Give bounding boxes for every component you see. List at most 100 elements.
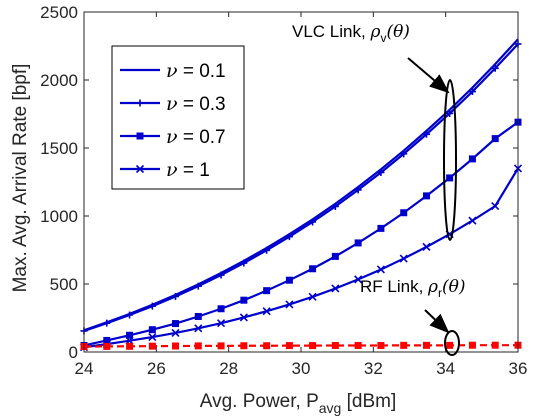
data-point (148, 332, 157, 342)
data-point (172, 320, 180, 328)
data-point (217, 319, 226, 328)
series-layer (79, 38, 523, 352)
annotation-vlc: VLC Link, ρv(θ) (292, 22, 457, 241)
data-point (331, 252, 339, 260)
y-tick-label: 0 (69, 343, 78, 362)
rf-arrow (424, 309, 450, 334)
annotation-rf: RF Link, ρr(θ) (360, 277, 466, 356)
data-point (172, 293, 180, 301)
legend-label: ν = 1 (166, 159, 210, 181)
data-point (263, 342, 271, 350)
data-point (262, 307, 271, 316)
x-axis-label: Avg. Power, Pavg [dBm] (200, 391, 396, 416)
data-point (377, 224, 385, 232)
vlc-arrow (407, 57, 450, 94)
data-point (331, 202, 339, 210)
legend-entry: ν = 0.1 (120, 60, 226, 82)
data-point (126, 342, 134, 350)
legend-label: ν = 0.3 (166, 93, 226, 115)
data-point (377, 341, 385, 349)
data-point (240, 259, 248, 267)
data-point (468, 88, 476, 96)
data-point (468, 216, 477, 225)
y-tick-label: 2500 (40, 3, 78, 22)
vlc-label: VLC Link, ρv(θ) (292, 22, 410, 45)
data-point (309, 218, 317, 226)
data-point (126, 311, 134, 319)
y-axis-label: Max. Avg. Arrival Rate [bpf] (10, 64, 31, 293)
data-point (377, 168, 385, 176)
data-point (285, 276, 293, 284)
y-tick-label: 1500 (40, 139, 78, 158)
data-point (194, 342, 202, 350)
series-line (83, 121, 519, 347)
data-point (354, 239, 362, 247)
x-tick-label: 28 (219, 359, 238, 378)
data-point (172, 342, 180, 350)
data-point (491, 135, 499, 143)
data-point (446, 109, 454, 117)
data-point (194, 313, 202, 321)
data-point (194, 282, 202, 290)
data-point (240, 296, 248, 304)
legend-label: ν = 0.1 (166, 60, 226, 82)
data-point (422, 242, 431, 251)
data-point (148, 302, 156, 310)
data-point (399, 254, 408, 263)
data-point (354, 275, 363, 284)
x-tick-label: 30 (292, 359, 311, 378)
data-point (148, 326, 156, 334)
legend-marker (136, 132, 144, 140)
x-tick-label: 36 (509, 359, 528, 378)
data-point (468, 155, 476, 163)
data-point (331, 284, 340, 293)
vlc-ellipse (443, 79, 457, 241)
data-point (285, 300, 294, 309)
legend-marker (136, 99, 144, 107)
data-point (263, 287, 271, 295)
y-tick-label: 500 (50, 275, 78, 294)
legend-entry: ν = 1 (120, 159, 210, 181)
x-tick-label: 24 (75, 359, 94, 378)
data-point (308, 292, 317, 301)
data-point (217, 271, 225, 279)
data-point (126, 331, 134, 339)
rf-ellipse (444, 330, 460, 356)
data-point (263, 246, 271, 254)
data-point (400, 150, 408, 158)
data-point (491, 202, 500, 211)
data-point (400, 341, 408, 349)
data-point (103, 319, 111, 327)
data-point (309, 265, 317, 273)
axes: 24 26 28 30 32 34 36 0 500 1000 1500 2000 2500 (40, 3, 527, 378)
data-point (446, 174, 454, 182)
data-point (309, 342, 317, 350)
data-point (446, 341, 454, 349)
data-point (285, 233, 293, 241)
data-point (194, 324, 203, 333)
x-tick-label: 34 (436, 359, 455, 378)
data-point (239, 313, 248, 322)
legend: ν = 0.1 ν = 0.3 ν = 0.7 ν = 1 (111, 45, 245, 190)
data-point (491, 341, 499, 349)
legend-marker (135, 164, 145, 174)
data-point (148, 342, 156, 350)
data-point (103, 342, 111, 350)
data-point (217, 305, 225, 313)
legend-entry: ν = 0.7 (120, 126, 226, 148)
legend-label: ν = 0.7 (166, 126, 226, 148)
data-point (171, 328, 180, 338)
data-point (400, 209, 408, 217)
series-line (83, 167, 519, 349)
data-point (354, 186, 362, 194)
data-point (422, 192, 430, 200)
x-tick-label: 26 (147, 359, 166, 378)
data-point (354, 341, 362, 349)
legend-entries: ν = 0.1 ν = 0.3 ν = 0.7 ν = 1 (120, 60, 226, 181)
data-point (240, 342, 248, 350)
data-point (491, 64, 499, 72)
legend-entry: ν = 0.3 (120, 93, 226, 115)
data-point (331, 341, 339, 349)
series-3 (80, 118, 522, 349)
